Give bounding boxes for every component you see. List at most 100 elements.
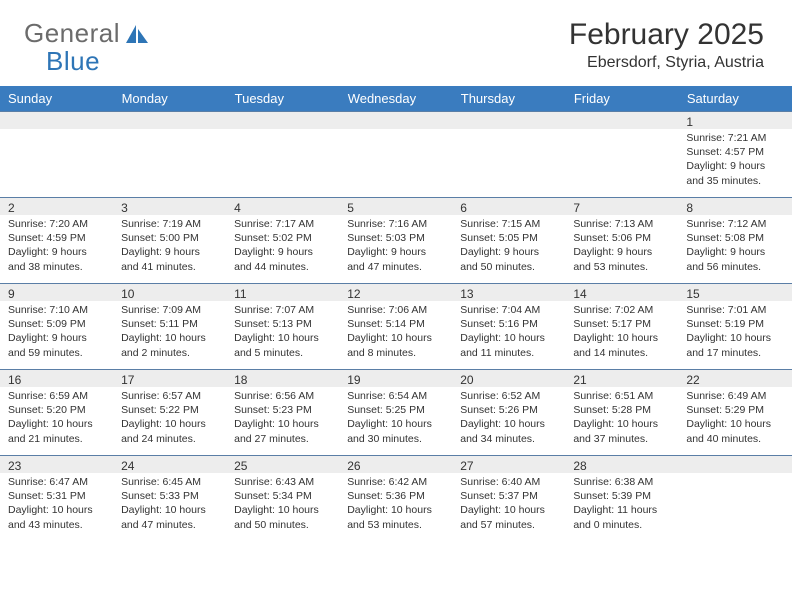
- day-content: Sunrise: 7:17 AMSunset: 5:02 PMDaylight:…: [226, 215, 339, 278]
- day-line: Daylight: 9 hours and 53 minutes.: [573, 245, 670, 273]
- day-line: Sunset: 5:33 PM: [121, 489, 218, 503]
- calendar-cell: [678, 455, 791, 541]
- calendar-cell: 12Sunrise: 7:06 AMSunset: 5:14 PMDayligh…: [339, 283, 452, 369]
- day-number: 28: [565, 455, 678, 473]
- day-line: Sunrise: 7:12 AM: [686, 217, 783, 231]
- day-line: Sunset: 5:29 PM: [686, 403, 783, 417]
- calendar-cell: 13Sunrise: 7:04 AMSunset: 5:16 PMDayligh…: [452, 283, 565, 369]
- day-line: Sunset: 5:37 PM: [460, 489, 557, 503]
- calendar-cell: 19Sunrise: 6:54 AMSunset: 5:25 PMDayligh…: [339, 369, 452, 455]
- day-content: Sunrise: 7:21 AMSunset: 4:57 PMDaylight:…: [678, 129, 791, 192]
- day-line: Daylight: 9 hours and 56 minutes.: [686, 245, 783, 273]
- day-line: Daylight: 10 hours and 14 minutes.: [573, 331, 670, 359]
- day-line: Sunset: 5:23 PM: [234, 403, 331, 417]
- day-number: [0, 111, 113, 129]
- calendar-cell: 18Sunrise: 6:56 AMSunset: 5:23 PMDayligh…: [226, 369, 339, 455]
- day-line: Sunset: 5:25 PM: [347, 403, 444, 417]
- day-content: Sunrise: 7:19 AMSunset: 5:00 PMDaylight:…: [113, 215, 226, 278]
- day-line: Sunset: 5:31 PM: [8, 489, 105, 503]
- weekday-header: Sunday: [0, 86, 113, 111]
- calendar-cell: 3Sunrise: 7:19 AMSunset: 5:00 PMDaylight…: [113, 197, 226, 283]
- day-content: Sunrise: 6:38 AMSunset: 5:39 PMDaylight:…: [565, 473, 678, 536]
- logo-text-general: General: [24, 18, 120, 49]
- sail-icon: [122, 23, 150, 45]
- day-number: 26: [339, 455, 452, 473]
- day-content: Sunrise: 6:56 AMSunset: 5:23 PMDaylight:…: [226, 387, 339, 450]
- calendar-cell: 21Sunrise: 6:51 AMSunset: 5:28 PMDayligh…: [565, 369, 678, 455]
- day-line: Sunset: 5:19 PM: [686, 317, 783, 331]
- day-line: Daylight: 10 hours and 34 minutes.: [460, 417, 557, 445]
- day-line: Sunrise: 6:47 AM: [8, 475, 105, 489]
- day-line: Daylight: 9 hours and 38 minutes.: [8, 245, 105, 273]
- day-line: Daylight: 10 hours and 24 minutes.: [121, 417, 218, 445]
- day-content: Sunrise: 7:02 AMSunset: 5:17 PMDaylight:…: [565, 301, 678, 364]
- day-line: Sunrise: 6:45 AM: [121, 475, 218, 489]
- day-line: Sunrise: 6:59 AM: [8, 389, 105, 403]
- calendar-body: 1Sunrise: 7:21 AMSunset: 4:57 PMDaylight…: [0, 111, 792, 541]
- day-line: Sunrise: 7:10 AM: [8, 303, 105, 317]
- day-content: Sunrise: 6:42 AMSunset: 5:36 PMDaylight:…: [339, 473, 452, 536]
- calendar-cell: 5Sunrise: 7:16 AMSunset: 5:03 PMDaylight…: [339, 197, 452, 283]
- calendar-week-row: 23 Sunrise: 6:47 AMSunset: 5:31 PM Dayligh…: [0, 455, 792, 541]
- day-line: Sunrise: 6:56 AM: [234, 389, 331, 403]
- day-content: Sunrise: 6:52 AMSunset: 5:26 PMDaylight:…: [452, 387, 565, 450]
- day-number: 27: [452, 455, 565, 473]
- calendar-cell: 23Sunrise: 6:47 AMSunset: 5:31 PMDayligh…: [0, 455, 113, 541]
- day-line: Daylight: 9 hours and 59 minutes.: [8, 331, 105, 359]
- day-number: 3: [113, 197, 226, 215]
- day-line: Sunrise: 6:51 AM: [573, 389, 670, 403]
- day-number: 24: [113, 455, 226, 473]
- day-line: Sunrise: 6:38 AM: [573, 475, 670, 489]
- day-content: Sunrise: 7:07 AMSunset: 5:13 PMDaylight:…: [226, 301, 339, 364]
- day-number: 6: [452, 197, 565, 215]
- day-content: Sunrise: 7:12 AMSunset: 5:08 PMDaylight:…: [678, 215, 791, 278]
- calendar-cell: 20Sunrise: 6:52 AMSunset: 5:26 PMDayligh…: [452, 369, 565, 455]
- calendar-cell: 8Sunrise: 7:12 AMSunset: 5:08 PMDaylight…: [678, 197, 791, 283]
- calendar-cell: 28Sunrise: 6:38 AMSunset: 5:39 PMDayligh…: [565, 455, 678, 541]
- day-number: 11: [226, 283, 339, 301]
- day-line: Sunrise: 7:19 AM: [121, 217, 218, 231]
- calendar-cell: 4Sunrise: 7:17 AMSunset: 5:02 PMDaylight…: [226, 197, 339, 283]
- calendar-cell: 7Sunrise: 7:13 AMSunset: 5:06 PMDaylight…: [565, 197, 678, 283]
- day-line: Sunrise: 7:01 AM: [686, 303, 783, 317]
- calendar-cell: 2Sunrise: 7:20 AMSunset: 4:59 PMDaylight…: [0, 197, 113, 283]
- calendar-cell: 1Sunrise: 7:21 AMSunset: 4:57 PMDaylight…: [678, 111, 791, 197]
- weekday-header: Saturday: [678, 86, 791, 111]
- day-number: 23: [0, 455, 113, 473]
- calendar-cell: 27Sunrise: 6:40 AMSunset: 5:37 PMDayligh…: [452, 455, 565, 541]
- calendar-cell: [565, 111, 678, 197]
- logo: General: [24, 18, 152, 49]
- day-number: [565, 111, 678, 129]
- weekday-header: Wednesday: [339, 86, 452, 111]
- day-number: [226, 111, 339, 129]
- calendar-cell: 11Sunrise: 7:07 AMSunset: 5:13 PMDayligh…: [226, 283, 339, 369]
- day-line: Sunrise: 6:49 AM: [686, 389, 783, 403]
- day-content: Sunrise: 6:54 AMSunset: 5:25 PMDaylight:…: [339, 387, 452, 450]
- day-content: Sunrise: 6:59 AMSunset: 5:20 PMDaylight:…: [0, 387, 113, 450]
- day-line: Sunrise: 6:57 AM: [121, 389, 218, 403]
- calendar-week-row: 2Sunrise: 7:20 AMSunset: 4:59 PMDaylight…: [0, 197, 792, 283]
- day-line: Daylight: 9 hours and 47 minutes.: [347, 245, 444, 273]
- calendar-cell: 6Sunrise: 7:15 AMSunset: 5:05 PMDaylight…: [452, 197, 565, 283]
- day-line: Daylight: 9 hours and 44 minutes.: [234, 245, 331, 273]
- calendar-cell: 26Sunrise: 6:42 AMSunset: 5:36 PMDayligh…: [339, 455, 452, 541]
- day-content: Sunrise: 7:04 AMSunset: 5:16 PMDaylight:…: [452, 301, 565, 364]
- day-content: [0, 129, 113, 135]
- day-number: 17: [113, 369, 226, 387]
- calendar-cell: [226, 111, 339, 197]
- day-content: [452, 129, 565, 135]
- day-line: Sunset: 5:06 PM: [573, 231, 670, 245]
- day-line: Daylight: 10 hours and 2 minutes.: [121, 331, 218, 359]
- day-line: Daylight: 10 hours and 53 minutes.: [347, 503, 444, 531]
- day-line: Daylight: 10 hours and 21 minutes.: [8, 417, 105, 445]
- day-number: 1: [678, 111, 791, 129]
- day-number: 7: [565, 197, 678, 215]
- day-content: [339, 129, 452, 135]
- calendar-cell: 16Sunrise: 6:59 AMSunset: 5:20 PMDayligh…: [0, 369, 113, 455]
- day-line: Daylight: 9 hours and 50 minutes.: [460, 245, 557, 273]
- calendar-head: SundayMondayTuesdayWednesdayThursdayFrid…: [0, 86, 792, 111]
- day-line: Daylight: 10 hours and 30 minutes.: [347, 417, 444, 445]
- day-number: 16: [0, 369, 113, 387]
- calendar-cell: 25Sunrise: 6:43 AMSunset: 5:34 PMDayligh…: [226, 455, 339, 541]
- day-number: [678, 455, 791, 473]
